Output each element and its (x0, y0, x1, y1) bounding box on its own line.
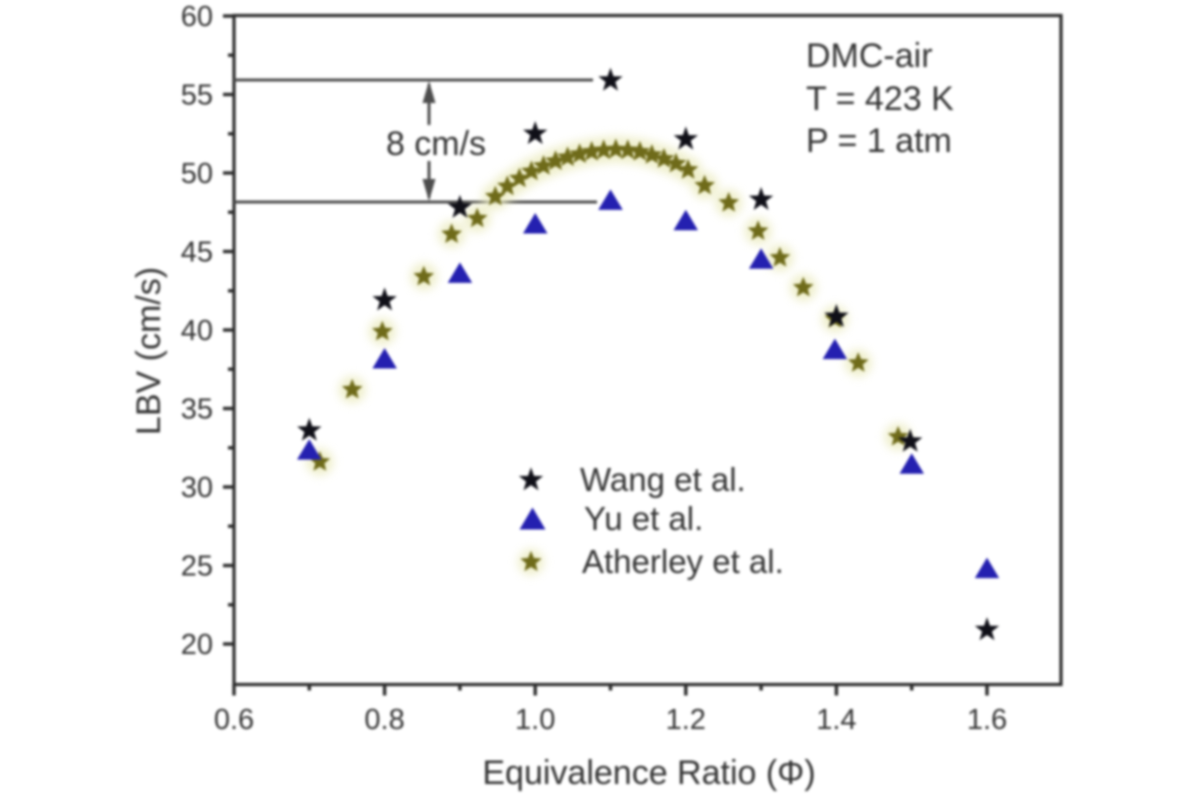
svg-text:40: 40 (181, 315, 213, 347)
svg-text:Yu et al.: Yu et al. (584, 500, 703, 537)
svg-text:Equivalence Ratio (Φ): Equivalence Ratio (Φ) (482, 754, 815, 792)
svg-text:T = 423 K: T = 423 K (806, 80, 954, 118)
svg-text:60: 60 (181, 1, 213, 33)
svg-text:1.6: 1.6 (967, 704, 1007, 736)
svg-text:35: 35 (181, 394, 213, 426)
svg-text:50: 50 (181, 158, 213, 190)
svg-text:20: 20 (181, 629, 213, 661)
svg-text:Atherley et al.: Atherley et al. (582, 543, 784, 580)
svg-text:1.2: 1.2 (666, 704, 706, 736)
svg-text:55: 55 (181, 80, 213, 112)
svg-text:1.0: 1.0 (515, 704, 555, 736)
svg-text:8 cm/s: 8 cm/s (386, 125, 486, 163)
svg-text:LBV (cm/s): LBV (cm/s) (130, 267, 168, 435)
svg-text:DMC-air: DMC-air (806, 37, 933, 75)
svg-text:45: 45 (181, 237, 213, 269)
svg-text:P = 1 atm: P = 1 atm (806, 122, 952, 160)
svg-text:Wang et al.: Wang et al. (580, 461, 746, 498)
svg-text:0.8: 0.8 (364, 704, 404, 736)
svg-text:0.6: 0.6 (214, 704, 254, 736)
svg-text:1.4: 1.4 (816, 704, 856, 736)
svg-text:30: 30 (181, 472, 213, 504)
svg-text:25: 25 (181, 551, 213, 583)
